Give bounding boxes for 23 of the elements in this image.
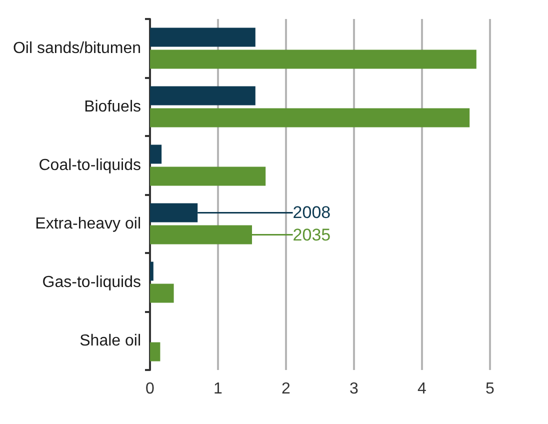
bar <box>150 342 160 362</box>
text: 2008 <box>292 203 331 222</box>
bar <box>150 166 266 186</box>
x-tick-label: 1 <box>214 380 223 398</box>
bar <box>150 86 256 106</box>
bar <box>150 108 470 128</box>
legend-label: 2035 <box>292 225 331 244</box>
bar <box>150 262 154 281</box>
x-tick-label: 5 <box>486 380 495 398</box>
y-tick-label: Gas-to-liquids <box>42 274 141 291</box>
y-tick-label: Coal-to-liquids <box>38 156 141 174</box>
bar <box>150 284 174 303</box>
y-tick-label: Oil sands/bitumen <box>12 40 141 57</box>
x-tick-label: 4 <box>418 380 427 398</box>
y-tick-label: Shale oil <box>80 332 141 350</box>
x-tick-label: 0 <box>146 380 155 398</box>
bar <box>150 28 256 47</box>
y-tick-label: Biofuels <box>84 98 141 116</box>
x-tick-label: 3 <box>350 380 359 398</box>
bar <box>150 144 162 164</box>
y-tick-label: Extra-heavy oil <box>35 215 141 232</box>
x-tick-label: 2 <box>282 380 291 398</box>
bar <box>150 50 476 69</box>
